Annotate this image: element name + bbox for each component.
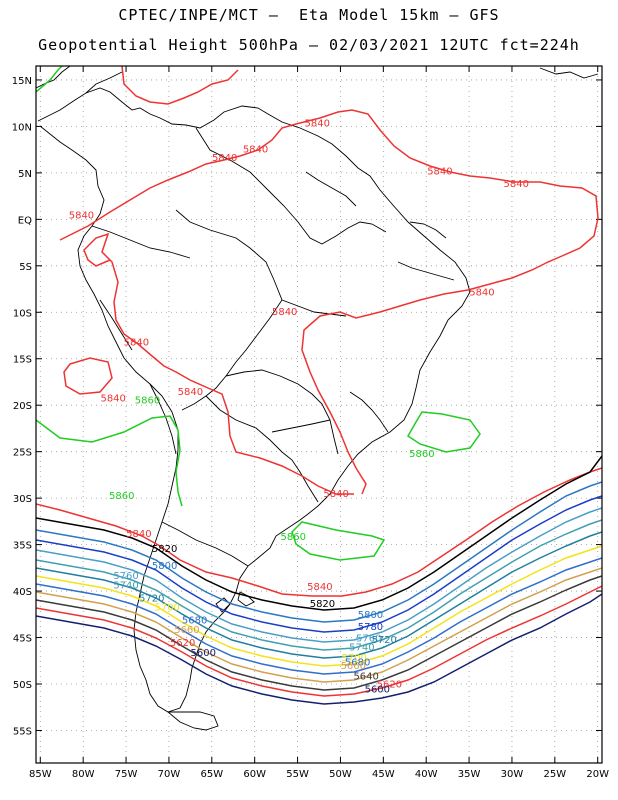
contour-5800 — [36, 481, 602, 623]
lon-tick-label: 85W — [29, 769, 52, 780]
lat-tick-label: 25S — [13, 448, 32, 459]
contour-5820 — [36, 455, 602, 611]
contour-label-5600: 5600 — [191, 648, 216, 659]
contour-label-5600: 5600 — [365, 684, 390, 695]
contour-5840-southern — [36, 467, 602, 597]
lat-tick-label: 10N — [12, 122, 32, 133]
contour-label-5760: 5760 — [356, 633, 381, 644]
contour-5720 — [36, 531, 602, 659]
contour-5860-west — [36, 415, 183, 507]
graticule — [36, 66, 602, 763]
map-title: CPTEC/INPE/MCT – Eta Model 15km – GFS — [118, 6, 500, 24]
map-frame — [35, 65, 603, 764]
contour-label-5820: 5820 — [310, 599, 335, 610]
contour-label-5860: 5860 — [109, 491, 134, 502]
contour-label-5800: 5800 — [152, 561, 177, 572]
contour-label-5720: 5720 — [371, 635, 396, 646]
contour-label-5860: 5860 — [409, 449, 434, 460]
contour-label-5840: 5840 — [243, 144, 268, 155]
lon-tick-label: 25W — [544, 769, 567, 780]
contour-label-5720: 5720 — [139, 593, 164, 604]
contour-label-5840: 5840 — [504, 179, 529, 190]
lon-tick-label: 20W — [586, 769, 609, 780]
contour-5760 — [36, 507, 602, 643]
contour-label-5780: 5780 — [358, 622, 383, 633]
lon-tick-label: 45W — [372, 769, 395, 780]
contour-label-5840: 5840 — [323, 489, 348, 500]
contour-label-5840: 5840 — [469, 288, 494, 299]
lon-tick-label: 30W — [501, 769, 524, 780]
contour-label-5660: 5660 — [341, 661, 366, 672]
lat-tick-label: 5N — [18, 169, 32, 180]
contour-label-5860: 5860 — [281, 532, 306, 543]
contour-label-5640: 5640 — [353, 671, 378, 682]
contour-label-5740: 5740 — [113, 580, 138, 591]
lon-tick-label: 80W — [72, 769, 95, 780]
lon-tick-label: 35W — [458, 769, 481, 780]
contour-5860-brazil — [407, 411, 481, 453]
contour-label-5620: 5620 — [170, 638, 195, 649]
contour-label-5660: 5660 — [174, 625, 199, 636]
contour-label-5800: 5800 — [358, 610, 383, 621]
contour-label-5840: 5840 — [100, 393, 125, 404]
lat-tick-label: 30S — [13, 494, 32, 505]
contour-5860-north — [36, 66, 63, 93]
contour-label-5820: 5820 — [152, 544, 177, 555]
contour-5740 — [36, 519, 602, 651]
contour-label-5840: 5840 — [307, 582, 332, 593]
contour-label-5700: 5700 — [154, 603, 179, 614]
lon-tick-label: 40W — [415, 769, 438, 780]
contour-label-5840: 5840 — [124, 338, 149, 349]
map-subtitle: Geopotential Height 500hPa – 02/03/2021 … — [38, 36, 580, 54]
contour-label-5840: 5840 — [126, 529, 151, 540]
contour-5660 — [36, 567, 602, 683]
lat-tick-label: 50S — [13, 680, 32, 691]
lon-tick-label: 55W — [286, 769, 309, 780]
contour-5780 — [36, 495, 602, 633]
contour-label-5740: 5740 — [349, 643, 374, 654]
contour-5680 — [36, 557, 602, 675]
lat-tick-label: 45S — [13, 634, 32, 645]
lon-tick-label: 65W — [200, 769, 223, 780]
contour-5620 — [36, 585, 602, 697]
lat-tick-label: 35S — [13, 541, 32, 552]
contour-label-5840: 5840 — [305, 118, 330, 129]
contour-label-5840: 5840 — [272, 307, 297, 318]
contour-label-5620: 5620 — [377, 680, 402, 691]
axis-ticks: 15N 10N 5N EQ 5S 10S 15S 20S 25S 30S 35S 40S 45S 50S 5… — [12, 66, 609, 780]
lat-tick-label: 40S — [13, 587, 32, 598]
contour-5700 — [36, 545, 602, 667]
contour-5840-north — [121, 66, 239, 105]
height-contours — [36, 66, 602, 705]
contour-label-5840: 5840 — [212, 153, 237, 164]
contour-label-5680: 5680 — [345, 657, 370, 668]
contour-5640 — [36, 575, 602, 691]
contour-label-5700: 5700 — [341, 653, 366, 664]
contour-label-5840: 5840 — [69, 210, 94, 221]
contour-5840-pacific — [63, 357, 113, 395]
contour-label-5860: 5860 — [135, 395, 160, 406]
lat-tick-label: 15N — [12, 76, 32, 87]
lat-tick-label: 15S — [13, 355, 32, 366]
lon-tick-label: 60W — [243, 769, 266, 780]
lat-tick-label: 5S — [19, 262, 32, 273]
lon-tick-label: 75W — [115, 769, 138, 780]
contour-5860-south — [291, 521, 386, 561]
lat-tick-label: 10S — [13, 308, 32, 319]
lat-tick-label: 55S — [13, 726, 32, 737]
lon-tick-label: 50W — [329, 769, 352, 780]
contour-label-5840: 5840 — [427, 167, 452, 178]
contour-5600 — [36, 593, 602, 705]
contour-labels: 5860 5860 5860 5860 5840 5840 5840 5840 5840 5840… — [69, 118, 529, 695]
contour-label-5760: 5760 — [113, 571, 138, 582]
contour-label-5840: 5840 — [178, 387, 203, 398]
lon-tick-label: 70W — [158, 769, 181, 780]
contour-5840-andes — [83, 232, 354, 495]
contour-5840-mid — [59, 109, 599, 495]
lat-tick-label: 20S — [13, 401, 32, 412]
contour-label-5680: 5680 — [182, 616, 207, 627]
lat-tick-label: EQ — [18, 215, 32, 226]
